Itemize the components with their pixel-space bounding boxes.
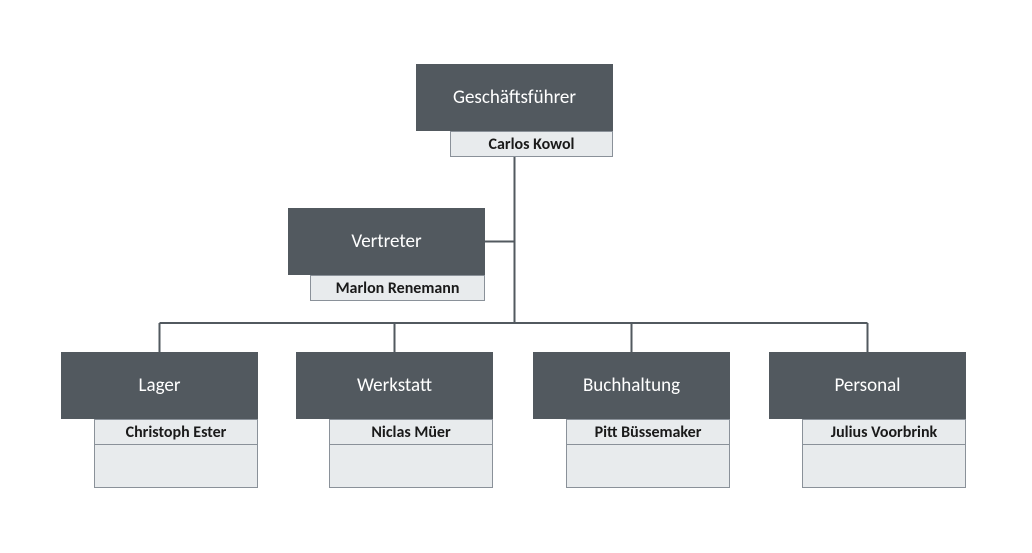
- node-title-ceo: Geschäftsführer: [416, 64, 613, 131]
- node-title-werkstatt: Werkstatt: [296, 352, 493, 419]
- node-title-lager: Lager: [61, 352, 258, 419]
- node-name-werkstatt: Niclas Müer: [329, 419, 493, 445]
- org-chart-canvas: GeschäftsführerCarlos Kowol VertreterMarl…: [0, 0, 1032, 553]
- node-name-ceo: Carlos Kowol: [450, 131, 613, 157]
- node-title-buchhaltung: Buchhaltung: [533, 352, 730, 419]
- node-name-lager: Christoph Ester: [94, 419, 258, 445]
- node-title-personal: Personal: [769, 352, 966, 419]
- node-name-buchhaltung: Pitt Büssemaker: [566, 419, 730, 445]
- node-name-personal: Julius Voorbrink: [802, 419, 966, 445]
- node-name-deputy: Marlon Renemann: [310, 275, 485, 301]
- node-title-deputy: Vertreter: [288, 208, 485, 275]
